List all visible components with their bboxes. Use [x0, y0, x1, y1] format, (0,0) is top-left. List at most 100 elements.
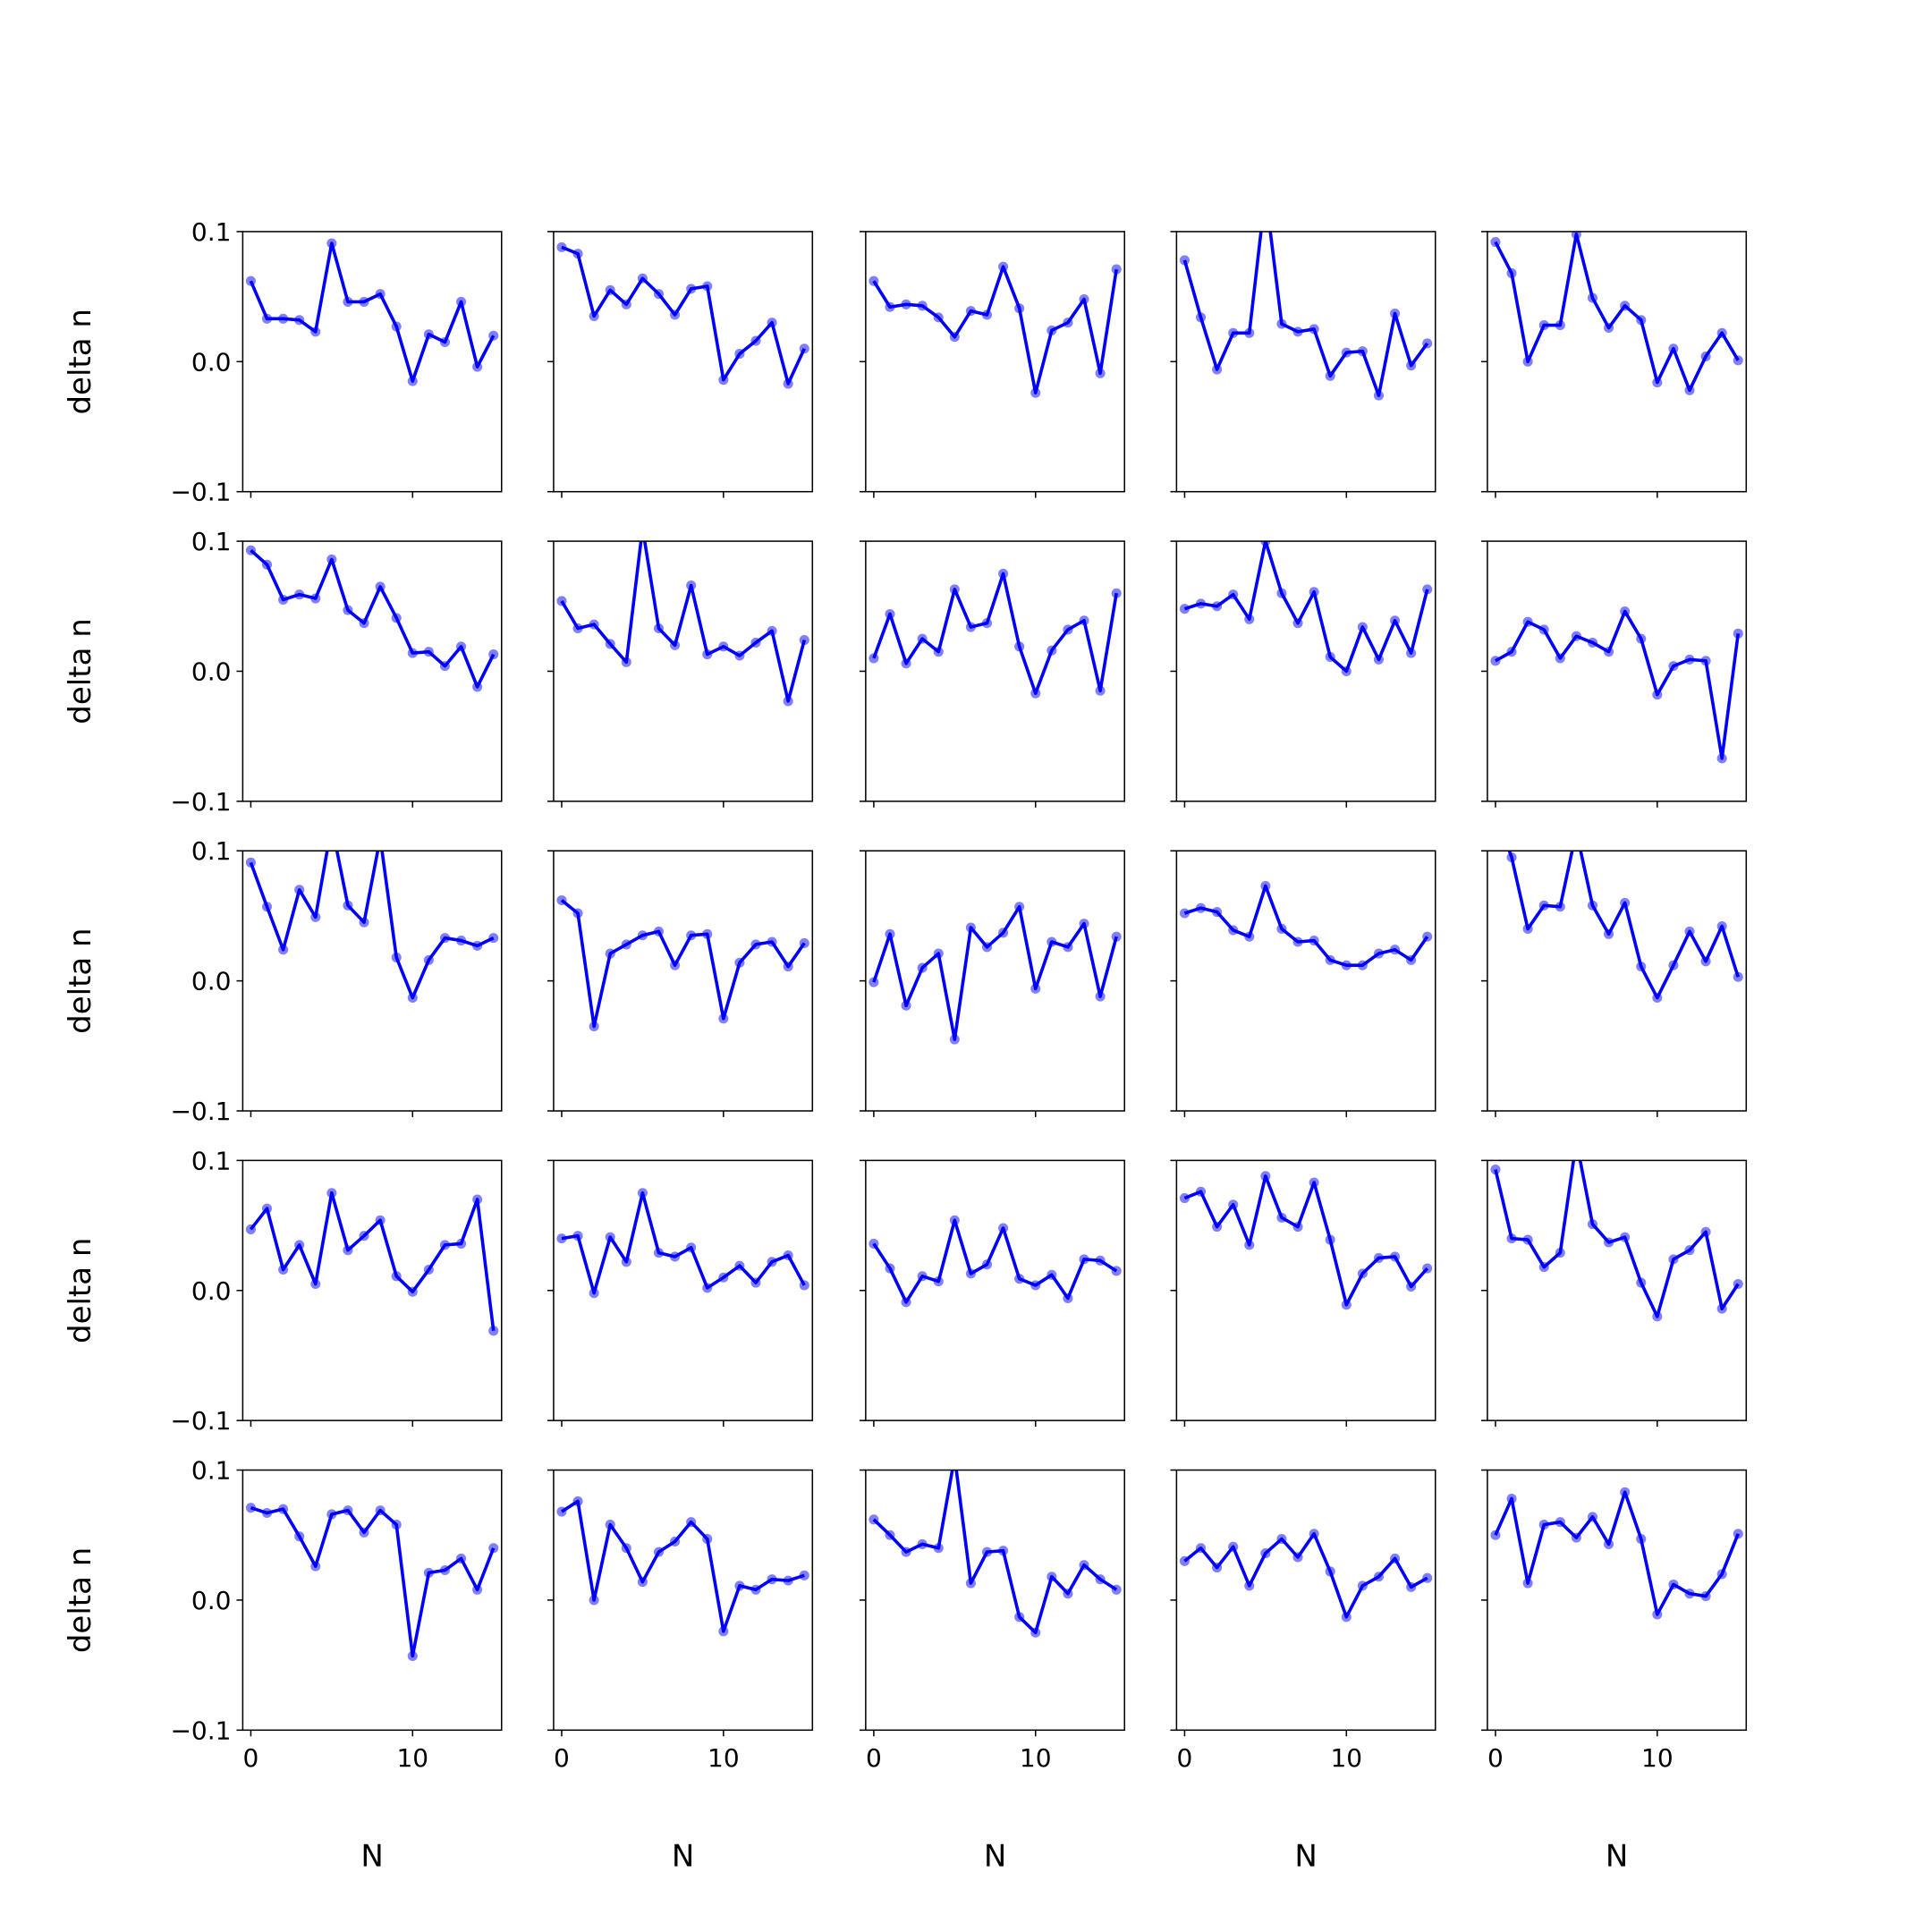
data-point — [917, 1538, 928, 1549]
data-point — [278, 1264, 289, 1275]
data-point — [1228, 925, 1239, 936]
data-point — [605, 1520, 615, 1530]
data-line — [250, 1191, 496, 1332]
data-point — [278, 945, 289, 955]
data-point — [1030, 387, 1041, 398]
subplot — [859, 231, 1125, 498]
data-point — [278, 1504, 289, 1514]
data-point — [294, 315, 305, 326]
data-point — [734, 957, 745, 968]
data-point — [326, 1188, 337, 1199]
data-point — [556, 894, 567, 906]
data-point — [917, 633, 928, 644]
data-point — [767, 1574, 777, 1585]
data-point — [278, 313, 289, 324]
data-point — [1046, 645, 1057, 656]
x-axis-label: N — [1294, 1839, 1317, 1875]
data-point — [653, 1248, 665, 1258]
x-tick-label: 10 — [396, 1743, 428, 1773]
data-point — [799, 1570, 809, 1580]
data-point — [1636, 1277, 1647, 1288]
data-point — [933, 1276, 944, 1287]
data-line — [249, 851, 495, 1000]
data-point — [767, 318, 777, 328]
data-point — [391, 1520, 402, 1530]
data-point — [556, 1506, 567, 1517]
y-axis-label: delta n — [63, 1238, 98, 1343]
data-point — [472, 361, 483, 372]
data-point — [1260, 1548, 1271, 1559]
data-point — [1244, 327, 1255, 338]
data-point — [488, 933, 499, 944]
data-point — [1390, 1251, 1401, 1262]
data-point — [1587, 292, 1598, 303]
data-point — [1652, 1311, 1663, 1322]
data-line — [561, 1191, 806, 1295]
data-point — [1406, 360, 1417, 371]
data-point — [1179, 1193, 1190, 1204]
data-point — [1292, 936, 1303, 947]
data-point — [1636, 315, 1647, 326]
data-point — [1212, 364, 1223, 375]
data-point — [1079, 615, 1089, 626]
data-point — [407, 1286, 418, 1297]
data-point — [423, 1264, 434, 1275]
data-point — [310, 911, 321, 922]
data-point — [1276, 318, 1287, 329]
data-point — [1733, 628, 1743, 639]
data-point — [1716, 1569, 1727, 1580]
data-point — [783, 962, 793, 972]
data-point — [917, 301, 928, 311]
data-point — [1276, 588, 1287, 598]
data-point — [1179, 908, 1190, 919]
data-point — [1700, 351, 1711, 362]
data-point — [1555, 653, 1565, 664]
x-axis-label: N — [984, 1839, 1006, 1875]
data-point — [917, 1271, 928, 1282]
data-point — [933, 647, 944, 657]
data-point — [1292, 1221, 1303, 1233]
data-point — [1390, 945, 1401, 955]
data-point — [1325, 370, 1335, 381]
data-point — [359, 296, 369, 307]
data-point — [750, 637, 761, 648]
data-point — [1179, 1555, 1190, 1566]
data-point — [261, 1507, 273, 1519]
data-point — [783, 378, 793, 389]
data-point — [1390, 308, 1401, 319]
data-point — [1506, 647, 1517, 657]
data-point — [572, 1496, 583, 1506]
data-point — [653, 1546, 665, 1557]
data-point — [261, 313, 273, 324]
data-point — [1422, 1572, 1433, 1583]
data-point — [767, 1257, 777, 1267]
x-axis-label: N — [672, 1839, 694, 1875]
data-point — [1179, 604, 1190, 614]
data-point — [734, 1260, 745, 1271]
data-point — [1309, 936, 1319, 946]
data-point — [949, 332, 960, 343]
data-point — [1733, 1278, 1743, 1290]
data-point — [653, 289, 665, 300]
data-point — [343, 900, 353, 911]
data-point — [294, 1531, 305, 1542]
data-point — [1195, 1186, 1207, 1197]
data-point — [1357, 960, 1368, 970]
data-point — [1309, 1177, 1319, 1188]
data-point — [670, 640, 681, 650]
data-point — [407, 648, 418, 658]
y-tick-label: 0.1 — [191, 836, 232, 866]
data-point — [589, 1595, 599, 1606]
data-line — [1183, 884, 1429, 967]
data-point — [702, 1534, 713, 1545]
subplot: 0 10 N — [547, 1469, 814, 1875]
data-point — [1014, 641, 1025, 652]
y-tick-label: 0.1 — [191, 527, 232, 556]
data-point — [1668, 1254, 1679, 1265]
data-point — [670, 1251, 681, 1262]
subplot — [859, 850, 1125, 1117]
data-point — [294, 589, 305, 600]
y-tick-label: −0.1 — [170, 1716, 231, 1745]
data-point — [1620, 1232, 1631, 1242]
data-point — [869, 977, 879, 987]
